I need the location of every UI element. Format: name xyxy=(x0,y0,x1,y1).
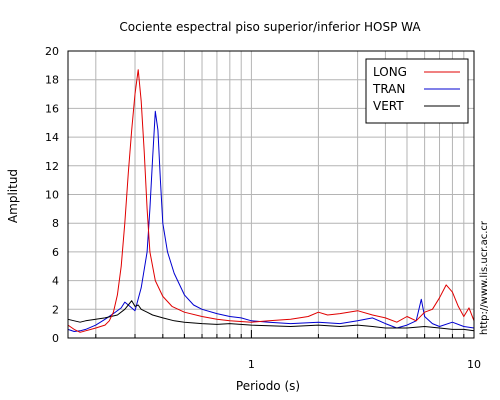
y-tick-label: 18 xyxy=(45,74,59,87)
series-line-tran xyxy=(67,110,475,332)
y-tick-label: 0 xyxy=(52,332,59,345)
x-tick-marks xyxy=(95,330,465,338)
y-tick-label: 10 xyxy=(45,189,59,202)
legend-label-tran: TRAN xyxy=(372,82,405,96)
series-line-vert xyxy=(67,300,475,332)
y-axis-title: Amplitud xyxy=(6,169,20,223)
x-tick-label: 1 xyxy=(248,358,255,371)
x-axis-title: Periodo (s) xyxy=(236,379,300,393)
plot-frame xyxy=(67,50,475,339)
y-tick-label: 16 xyxy=(45,102,59,115)
series-line-long xyxy=(67,69,475,333)
y-tick-label: 2 xyxy=(52,303,59,316)
y-tick-label: 12 xyxy=(45,160,59,173)
y-tick-label: 6 xyxy=(52,246,59,259)
y-tick-label: 4 xyxy=(52,275,59,288)
source-credit: http://www.lis.ucr.ac.cr xyxy=(479,220,490,335)
y-tick-labels: 0 2 4 6 8 10 12 14 16 18 20 xyxy=(45,45,59,345)
x-tick-labels: 1 10 xyxy=(248,358,481,371)
x-tick-label: 10 xyxy=(467,358,481,371)
legend-label-long: LONG xyxy=(373,65,407,79)
legend-box xyxy=(365,58,469,124)
plot-series xyxy=(67,69,475,333)
legend: LONG TRAN VERT xyxy=(365,58,469,124)
legend-label-vert: VERT xyxy=(373,99,404,113)
y-tick-label: 8 xyxy=(52,217,59,230)
y-tick-label: 20 xyxy=(45,45,59,58)
chart-title: Cociente espectral piso superior/inferio… xyxy=(119,20,421,34)
y-tick-label: 14 xyxy=(45,131,59,144)
